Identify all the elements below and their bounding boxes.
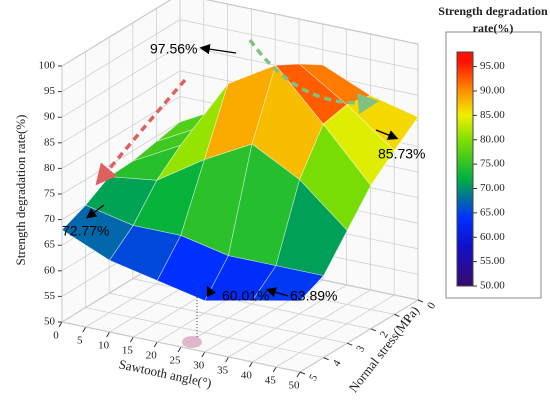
y-tick [299, 371, 306, 375]
colorbar-tick-label: 90.00 [480, 85, 505, 97]
x-tick-label: 35 [217, 365, 229, 377]
y-tick-label: 0 [425, 300, 438, 311]
surface [61, 63, 419, 302]
x-tick-label: 5 [77, 335, 83, 347]
y-tick-label: 3 [354, 343, 367, 354]
z-tick-label: 65 [44, 239, 56, 251]
x-tick [272, 366, 277, 373]
grid-line [61, 66, 301, 373]
z-tick-label: 90 [44, 111, 56, 123]
highlight [182, 336, 202, 348]
y-tick [417, 299, 424, 303]
x-tick-label: 45 [265, 375, 277, 387]
colorbar-title: Strength degradation [438, 4, 548, 18]
colorbar-tick-label: 70.00 [480, 182, 505, 194]
annotation: 97.56% [150, 41, 197, 57]
z-tick-label: 50 [44, 316, 56, 328]
grid-line [132, 22, 371, 330]
grid-line [108, 37, 348, 344]
x-tick [225, 356, 230, 363]
x-tick [201, 351, 206, 358]
x-tick [82, 326, 87, 333]
overlay: 97.56% 85.73% 72.77% 60.01% 63.89% [62, 38, 425, 348]
z-axis-title: Strength degradation rate(%) [13, 115, 28, 266]
x-tick [129, 336, 134, 343]
x-tick-label: 20 [146, 350, 158, 362]
y-tick [394, 313, 400, 317]
z-tick-label: 80 [44, 162, 56, 174]
x-tick-label: 0 [53, 330, 59, 342]
y-tick [347, 342, 353, 346]
y-tick-label: 4 [331, 358, 344, 369]
annotation-arrow [265, 287, 289, 298]
z-tick-label: 60 [44, 264, 56, 276]
annotation: 60.01% [222, 288, 269, 304]
grid-line [61, 0, 419, 67]
x-tick-label: 50 [289, 380, 301, 392]
z-tick-label: 95 [44, 85, 56, 97]
x-tick-label: 10 [98, 340, 110, 352]
x-tick [296, 371, 301, 378]
y-tick-label: 5 [307, 372, 320, 383]
x-tick-label: 40 [241, 370, 253, 382]
x-tick-label: 30 [193, 360, 205, 372]
annotation-arrow [206, 285, 217, 298]
x-tick [177, 346, 182, 353]
z-tick-label: 85 [44, 136, 56, 148]
annotation: 72.77% [62, 223, 109, 239]
colorbar-tick-label: 95.00 [480, 60, 505, 72]
colorbar-tick-label: 60.00 [480, 231, 505, 243]
x-tick-label: 15 [122, 345, 134, 357]
colorbar-tick-label: 55.00 [480, 255, 505, 267]
z-tick-label: 70 [44, 213, 56, 225]
annotation: 85.73% [378, 146, 425, 162]
colorbar-bar [456, 51, 474, 287]
z-tick-label: 100 [39, 60, 56, 72]
trend-arrow [95, 78, 187, 186]
x-tick [248, 361, 253, 368]
y-tick-label: 1 [401, 315, 414, 326]
y-tick [323, 357, 329, 361]
colorbar-frame [445, 31, 542, 299]
x-tick-label: 25 [170, 355, 182, 367]
annotation-arrow [199, 43, 237, 55]
annotation-arrow [85, 204, 105, 219]
colorbar-title: rate(%) [473, 21, 514, 35]
trend-arrow [248, 38, 379, 114]
x-tick [106, 331, 111, 338]
y-tick-label: 2 [378, 329, 391, 340]
x-tick [58, 321, 63, 328]
colorbar-tick-label: 50.00 [480, 280, 505, 292]
annotation-arrow [375, 129, 399, 140]
z-tick-label: 75 [44, 188, 56, 200]
y-tick [370, 328, 376, 332]
x-tick [153, 341, 158, 348]
z-tick-label: 55 [44, 290, 56, 302]
grid-line [85, 51, 324, 358]
annotation: 63.89% [290, 288, 337, 304]
colorbar-tick-label: 85.00 [480, 109, 505, 121]
colorbar-tick-label: 65.00 [480, 206, 505, 218]
colorbar: Strength degradation rate(%) 50.00 55.00 60.… [438, 4, 548, 292]
colorbar-tick-label: 75.00 [480, 158, 505, 170]
colorbar-tick-label: 80.00 [480, 133, 505, 145]
